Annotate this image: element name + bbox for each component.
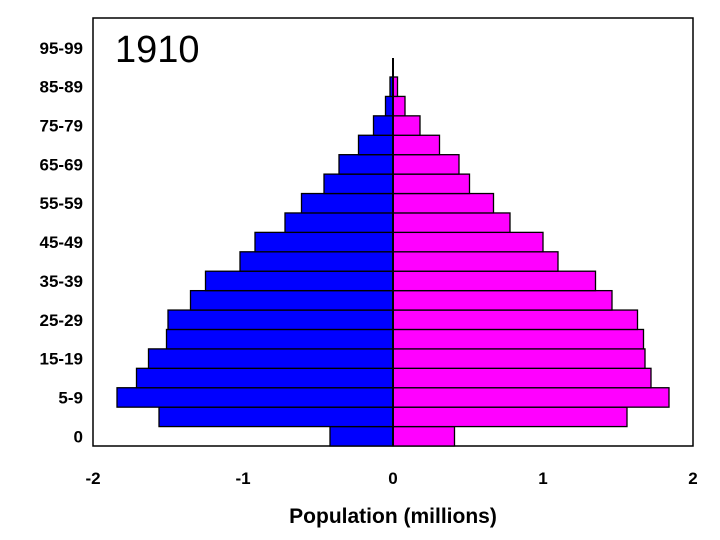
x-tick-label: -1 <box>235 469 250 488</box>
bar-series1-cat4 <box>392 348 646 369</box>
bar-series0-cat11 <box>284 212 394 234</box>
bar-series1-cat11 <box>392 212 511 234</box>
bar-series0-cat12 <box>300 192 394 214</box>
bar-series1-cat0 <box>392 425 456 447</box>
bar-series0-cat1 <box>158 406 394 428</box>
bar-series0-cat14 <box>338 154 394 175</box>
y-tick-label: 85-89 <box>40 78 83 97</box>
x-axis-title: Population (millions) <box>289 505 497 528</box>
bar-series0-cat5 <box>165 328 394 350</box>
x-axis-labels: -2 -1 0 1 2 <box>85 469 697 488</box>
bar-series0-cat8 <box>204 270 394 292</box>
bar-series1-cat13 <box>392 173 471 195</box>
bar-series0-cat13 <box>323 173 394 195</box>
y-tick-label: 0 <box>74 427 83 446</box>
x-tick-label: 0 <box>388 469 397 488</box>
y-tick-label: 95-99 <box>40 39 83 58</box>
y-tick-label: 15-19 <box>40 350 83 369</box>
y-tick-label: 55-59 <box>40 194 83 213</box>
bar-series0-cat0 <box>329 425 394 447</box>
bar-series1-cat5 <box>392 328 645 350</box>
y-tick-label: 65-69 <box>40 155 83 174</box>
bar-series1-cat7 <box>392 289 613 311</box>
bar-series1-cat10 <box>392 231 544 253</box>
bar-series1-cat3 <box>392 367 652 389</box>
bar-series0-cat2 <box>116 387 394 408</box>
y-tick-label: 75-79 <box>40 117 83 136</box>
bar-series0-cat9 <box>239 251 394 272</box>
bar-series0-cat3 <box>135 367 394 389</box>
y-axis-labels: 0 5-9 15-19 25-29 35-39 45-49 55-59 65-69 75-79 8… <box>40 39 83 446</box>
bar-series1-cat16 <box>392 115 421 136</box>
x-tick-label: -2 <box>85 469 100 488</box>
bar-series1-cat2 <box>392 387 670 408</box>
bar-series1-cat6 <box>392 309 639 331</box>
bar-series1-cat15 <box>392 134 441 156</box>
bar-series1-cat9 <box>392 251 559 272</box>
bar-series1-cat8 <box>392 270 597 292</box>
bar-series1-cat17 <box>392 95 406 117</box>
chart-title: 1910 <box>115 29 200 71</box>
y-tick-label: 5-9 <box>58 388 83 407</box>
y-tick-label: 45-49 <box>40 233 83 252</box>
bar-series0-cat17 <box>384 95 394 117</box>
x-tick-label: 2 <box>688 469 697 488</box>
bar-series0-cat16 <box>372 115 394 136</box>
y-tick-label: 35-39 <box>40 272 83 291</box>
bar-series1-cat12 <box>392 192 495 214</box>
bar-series0-cat4 <box>147 348 394 369</box>
y-tick-label: 25-29 <box>40 311 83 330</box>
bar-series0-cat6 <box>167 309 394 331</box>
bars-group <box>116 58 670 447</box>
bar-series0-cat15 <box>357 134 394 156</box>
bar-series1-cat1 <box>392 406 628 428</box>
x-tick-label: 1 <box>538 469 547 488</box>
bar-series0-cat10 <box>254 231 394 253</box>
bar-series1-cat14 <box>392 154 460 175</box>
bar-series0-cat7 <box>189 289 394 311</box>
